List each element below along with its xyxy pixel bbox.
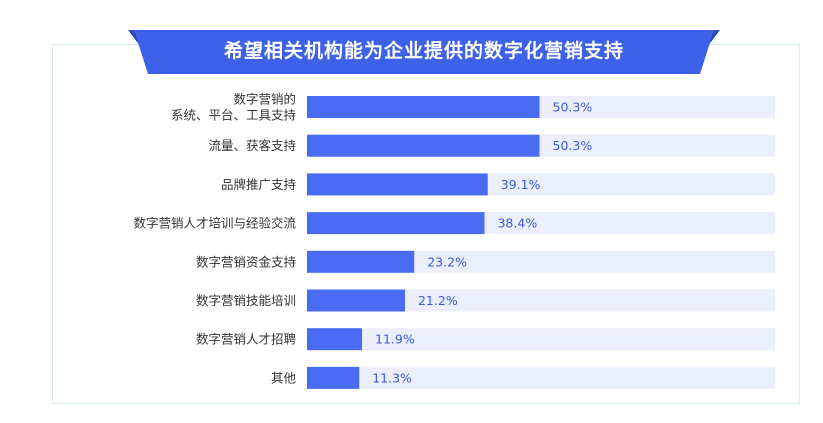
bar bbox=[307, 96, 540, 118]
bar-track bbox=[307, 289, 775, 312]
bar-track bbox=[307, 366, 775, 389]
bar bbox=[307, 250, 415, 273]
value-label: 38.4% bbox=[497, 216, 537, 231]
value-label: 39.1% bbox=[501, 177, 541, 192]
category-label: 数字营销的 bbox=[233, 92, 296, 107]
value-label: 11.3% bbox=[372, 370, 412, 385]
value-label: 21.2% bbox=[418, 293, 458, 308]
category-label: 其他 bbox=[271, 370, 297, 385]
value-label: 11.9% bbox=[375, 332, 415, 347]
bar bbox=[307, 328, 363, 351]
title-banner-shape bbox=[128, 30, 720, 74]
category-label: 品牌推广支持 bbox=[221, 177, 296, 192]
bar-track bbox=[307, 328, 775, 351]
category-label: 数字营销人才招聘 bbox=[196, 332, 296, 347]
title-banner: 希望相关机构能为企业提供的数字化营销支持 bbox=[128, 24, 720, 74]
category-label: 数字营销资金支持 bbox=[196, 254, 296, 269]
chart-title: 希望相关机构能为企业提供的数字化营销支持 bbox=[223, 39, 624, 62]
category-label: 系统、平台、工具支持 bbox=[171, 108, 296, 123]
value-label: 23.2% bbox=[427, 254, 467, 269]
bar bbox=[307, 212, 485, 235]
category-label: 数字营销人才培训与经验交流 bbox=[133, 216, 296, 231]
bar bbox=[307, 289, 405, 312]
category-label: 数字营销技能培训 bbox=[196, 293, 296, 308]
category-label: 流量、获客支持 bbox=[208, 138, 296, 153]
value-label: 50.3% bbox=[553, 100, 593, 115]
bar bbox=[307, 173, 488, 196]
bar bbox=[307, 366, 360, 389]
bar-track bbox=[307, 250, 775, 273]
value-label: 50.3% bbox=[553, 138, 593, 153]
bar bbox=[307, 134, 540, 157]
